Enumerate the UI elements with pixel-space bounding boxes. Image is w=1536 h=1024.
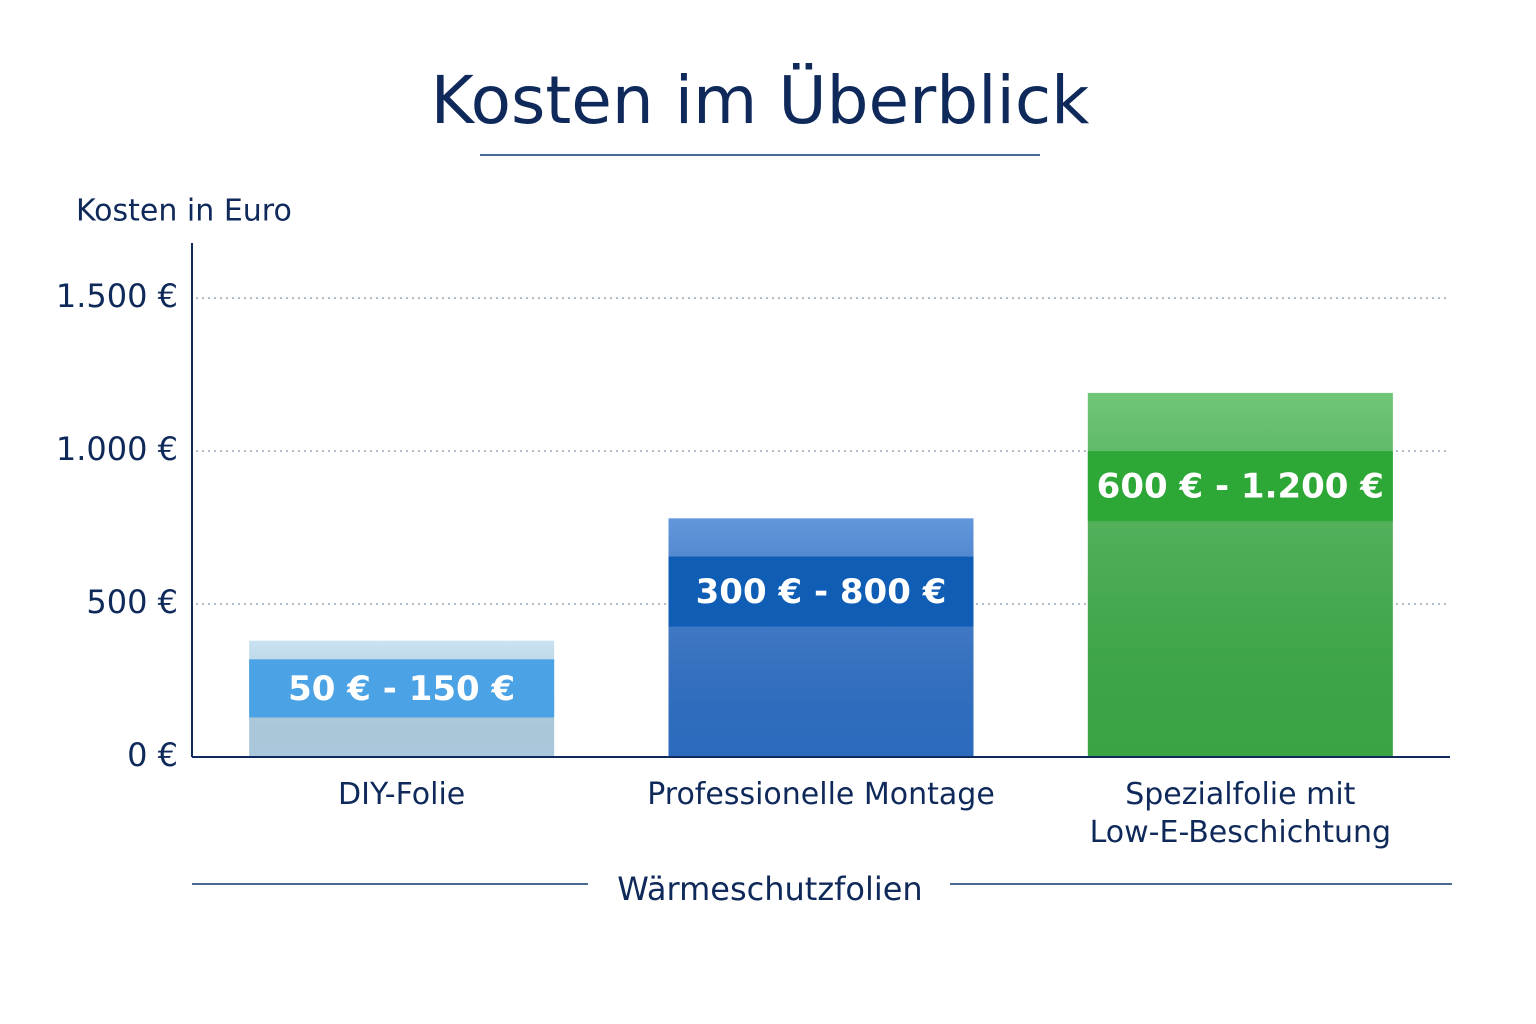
range-label: 300 € - 800 € — [696, 572, 947, 612]
x-tick-label: Professionelle Montage — [647, 777, 995, 812]
y-tick-label: 1.000 € — [56, 430, 178, 468]
range-label: 50 € - 150 € — [288, 669, 515, 709]
bar-shade — [1087, 392, 1393, 757]
chart-title: Kosten im Überblick — [431, 62, 1090, 139]
range-band — [668, 556, 974, 627]
range-label: 600 € - 1.200 € — [1097, 467, 1384, 507]
range-band — [1087, 451, 1393, 522]
y-tick-label: 1.500 € — [56, 277, 178, 315]
range-band — [249, 659, 555, 718]
x-axis-label: Wärmeschutzfolien — [617, 870, 922, 908]
x-tick-label: Spezialfolie mit Low-E-Beschichtung — [1089, 777, 1392, 850]
y-tick-label: 0 € — [127, 736, 178, 774]
y-tick-label: 500 € — [86, 583, 178, 621]
x-tick-label: DIY-Folie — [338, 777, 466, 812]
y-axis-label: Kosten in Euro — [76, 194, 292, 229]
bar-shade — [668, 518, 974, 757]
